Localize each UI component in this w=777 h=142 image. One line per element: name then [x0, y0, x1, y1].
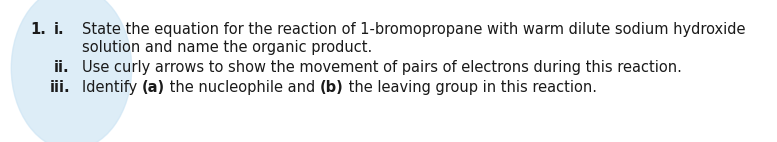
Text: the leaving group in this reaction.: the leaving group in this reaction. — [343, 80, 597, 95]
Ellipse shape — [11, 0, 132, 142]
Text: solution and name the organic product.: solution and name the organic product. — [82, 40, 372, 55]
Text: ii.: ii. — [54, 60, 70, 75]
Text: Identify: Identify — [82, 80, 142, 95]
Text: State the equation for the reaction of 1-bromopropane with warm dilute sodium hy: State the equation for the reaction of 1… — [82, 22, 745, 37]
Text: Use curly arrows to show the movement of pairs of electrons during this reaction: Use curly arrows to show the movement of… — [82, 60, 682, 75]
Text: (b): (b) — [320, 80, 343, 95]
Text: (a): (a) — [142, 80, 165, 95]
Text: iii.: iii. — [50, 80, 71, 95]
Text: 1.: 1. — [30, 22, 46, 37]
Text: the nucleophile and: the nucleophile and — [165, 80, 320, 95]
Text: i.: i. — [54, 22, 64, 37]
